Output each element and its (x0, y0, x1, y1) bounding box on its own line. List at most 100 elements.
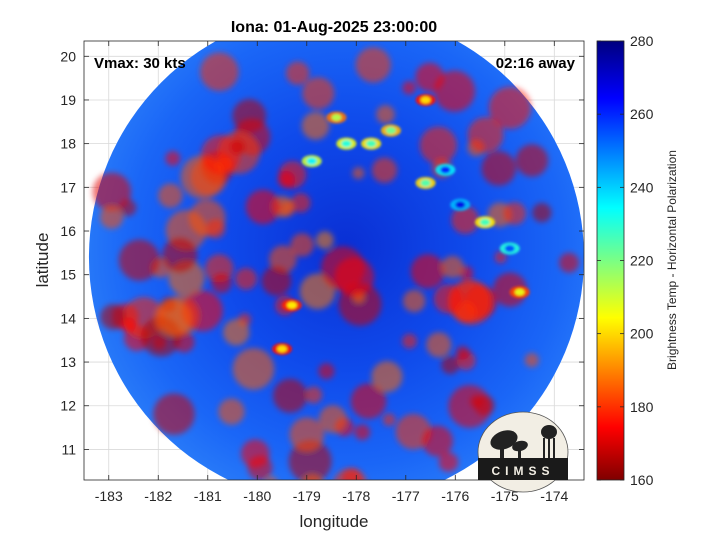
texture-blob (158, 183, 183, 208)
colorbar-tick-label: 160 (630, 472, 654, 488)
cold-feature-core (385, 127, 396, 135)
colorbar-tick-label: 200 (630, 326, 654, 342)
y-tick-label: 13 (60, 354, 76, 370)
x-tick-label: -176 (441, 488, 469, 504)
texture-blob (488, 86, 532, 129)
texture-blob (333, 468, 367, 480)
cold-feature-core (331, 113, 342, 121)
texture-blob (350, 383, 387, 420)
texture-blob (371, 361, 403, 393)
texture-blob (467, 117, 504, 153)
texture-blob (232, 348, 275, 390)
y-tick-label: 16 (60, 223, 76, 239)
y-tick-label: 20 (60, 48, 76, 64)
texture-blob (181, 290, 223, 332)
texture-blob (290, 233, 314, 257)
texture-blob (402, 289, 426, 313)
texture-blob (266, 476, 278, 480)
texture-blob (492, 272, 528, 307)
y-axis-ticks: 11 12 13 14 15 16 17 18 19 20 (60, 48, 584, 457)
x-tick-label: -181 (194, 488, 222, 504)
texture-blob (100, 205, 124, 229)
x-tick-label: -177 (392, 488, 420, 504)
cold-feature-core (277, 345, 288, 353)
texture-blob (302, 474, 323, 480)
texture-blob (426, 332, 452, 358)
cold-feature-core (366, 140, 377, 148)
chart-title: Iona: 01-Aug-2025 23:00:00 (231, 19, 437, 36)
logo-ground (478, 458, 568, 480)
texture-blob (422, 425, 453, 457)
cold-feature-core (514, 288, 525, 296)
texture-blob (290, 193, 311, 213)
y-tick-label: 12 (60, 398, 76, 414)
x-axis-label: longitude (299, 512, 368, 531)
colorbar-tick-label: 260 (630, 106, 654, 122)
cold-features (272, 93, 530, 355)
colorbar-tick-label: 280 (630, 33, 654, 49)
x-tick-label: -174 (540, 488, 568, 504)
satellite-dish-icon (490, 430, 528, 458)
texture-blob (211, 272, 232, 294)
texture-blob (371, 157, 398, 183)
cold-feature-core (455, 201, 466, 209)
texture-blob (165, 150, 181, 166)
texture-blob (289, 417, 325, 453)
texture-blob (441, 255, 464, 279)
water-tower-icon (541, 425, 557, 458)
texture-blob (455, 345, 470, 360)
texture-blob (118, 239, 161, 281)
cold-feature-core (479, 218, 490, 226)
x-tick-label: -180 (243, 488, 271, 504)
texture-blob (334, 257, 375, 297)
texture-blob (433, 284, 463, 314)
texture-blob (481, 151, 517, 186)
texture-blob (272, 378, 308, 413)
texture-blob (302, 77, 335, 110)
texture-blob (235, 267, 257, 290)
cold-feature-core (286, 301, 297, 309)
texture-blob (433, 70, 476, 112)
texture-blob (200, 52, 239, 92)
texture-blob (121, 317, 137, 333)
vmax-annotation: Vmax: 30 kts (94, 55, 186, 72)
axes-box (83, 40, 585, 481)
texture-blob (438, 452, 459, 472)
texture-blob (402, 333, 417, 349)
cold-feature-core (504, 244, 515, 252)
cold-feature-core (306, 157, 317, 165)
texture-blob (285, 61, 310, 86)
texture-blob (223, 319, 250, 346)
texture-blob (261, 266, 292, 296)
brightness-temperature-field (89, 41, 584, 480)
texture-blob (315, 231, 334, 250)
texture-blob (162, 237, 198, 273)
time-away-annotation: 02:16 away (496, 55, 576, 72)
y-tick-label: 14 (60, 310, 76, 326)
colorbar (596, 40, 625, 481)
texture-blob (448, 385, 492, 428)
texture-blob (151, 335, 167, 350)
y-axis-label: latitude (33, 233, 52, 288)
texture-blob (153, 393, 195, 435)
y-tick-label: 11 (61, 441, 76, 457)
y-tick-label: 18 (60, 136, 76, 152)
texture-blob (241, 439, 270, 468)
y-tick-label: 19 (60, 92, 76, 108)
texture-blob (218, 398, 245, 425)
texture-blob (230, 139, 246, 155)
colorbar-tick-label: 220 (630, 253, 654, 269)
texture-blob (354, 424, 371, 441)
colorbar-label: Brightness Temp - Horizontal Polarizatio… (665, 150, 679, 370)
x-tick-label: -178 (342, 488, 370, 504)
x-tick-label: -179 (293, 488, 321, 504)
texture-blob (100, 304, 126, 330)
texture-blob (382, 413, 396, 427)
texture-blob (301, 111, 330, 140)
logo-text: CIMSS (491, 464, 554, 478)
texture-blob (419, 126, 457, 164)
texture-blob (318, 405, 347, 434)
texture-blob (205, 219, 226, 239)
texture-blob (532, 202, 552, 223)
